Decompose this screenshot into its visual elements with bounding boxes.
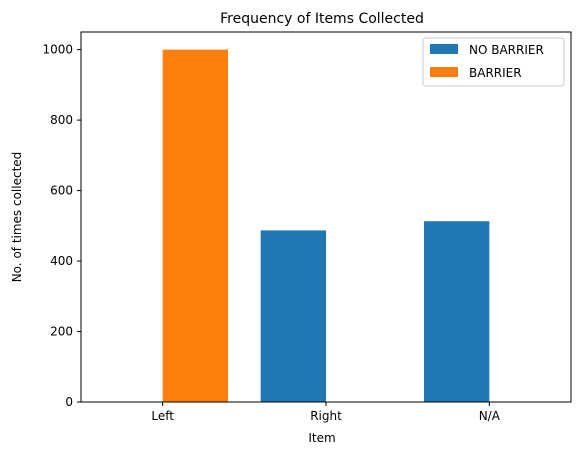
legend-label-no-barrier: NO BARRIER	[469, 43, 544, 57]
bar-no-barrier-right	[260, 230, 326, 402]
x-tick-label: Right	[310, 409, 342, 423]
legend-swatch-barrier	[430, 67, 458, 77]
legend-frame	[422, 37, 565, 87]
legend-label-barrier: BARRIER	[469, 66, 522, 80]
y-tick-label: 0	[65, 395, 73, 409]
y-tick-label: 1000	[42, 43, 73, 57]
y-tick-label: 800	[50, 113, 73, 127]
bars-group	[162, 49, 490, 402]
x-axis-ticks: Left Right N/A	[151, 402, 501, 423]
y-tick-label: 400	[50, 254, 73, 268]
chart-title: Frequency of Items Collected	[220, 11, 424, 27]
y-tick-label: 200	[50, 325, 73, 339]
y-tick-label: 600	[50, 184, 73, 198]
y-axis-ticks: 0 200 400 600 800 1000	[42, 43, 81, 409]
y-axis-label: No. of times collected	[10, 152, 24, 283]
x-axis-label: Item	[308, 431, 335, 445]
x-tick-label: N/A	[479, 409, 501, 423]
bar-no-barrier-n-a	[424, 221, 490, 402]
plot-frame	[80, 31, 572, 403]
legend-swatch-no-barrier	[430, 44, 458, 54]
legend: NO BARRIER BARRIER	[422, 37, 565, 87]
x-tick-label: Left	[151, 409, 174, 423]
bar-barrier-left	[162, 49, 228, 402]
